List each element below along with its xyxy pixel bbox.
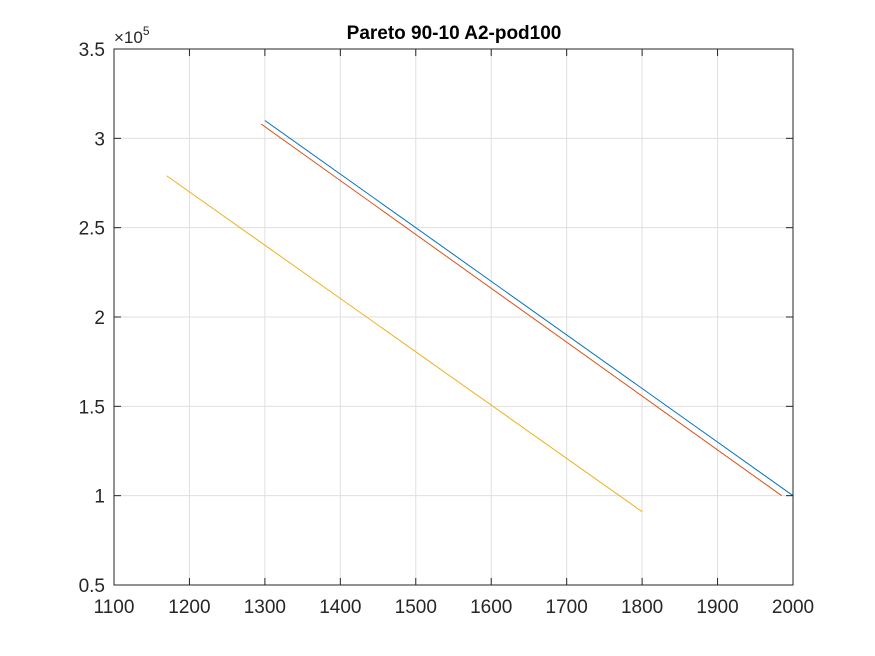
x-tick-label: 1900 (696, 597, 738, 618)
series-line-1 (264, 120, 794, 497)
y-tick-label: 3 (94, 129, 105, 150)
x-tick-label: 1300 (244, 597, 286, 618)
y-tick-label: 0.5 (79, 576, 105, 597)
y-tick-label: 2 (94, 308, 105, 329)
x-tick-labels: 1100 1200 1300 1400 1500 1600 1700 1800 1900 2000 (94, 597, 815, 618)
series-line-3 (166, 175, 643, 513)
x-tick-label: 1800 (621, 597, 663, 618)
x-tick-label: 1700 (546, 597, 588, 618)
y-exponent-base: ×10 (114, 28, 143, 47)
chart-title: Pareto 90-10 A2-pod100 (347, 23, 562, 44)
x-tick-label: 1100 (94, 597, 135, 618)
x-tick-label: 1600 (470, 597, 512, 618)
x-tick-label: 1200 (168, 597, 210, 618)
y-tick-label: 1.5 (79, 397, 105, 418)
y-exponent-label: ×105 (114, 24, 150, 47)
grid (114, 49, 793, 585)
series-line-2 (260, 123, 782, 497)
x-tick-label: 1400 (319, 597, 361, 618)
y-tick-label: 1 (94, 487, 105, 508)
x-tick-label: 2000 (772, 597, 814, 618)
y-tick-label: 2.5 (79, 219, 105, 240)
x-tick-label: 1500 (395, 597, 437, 618)
y-tick-label: 3.5 (79, 40, 105, 61)
series-lines (166, 120, 794, 513)
svg-text:×105: ×105 (114, 24, 150, 47)
axis-ticks (113, 48, 794, 586)
y-tick-labels: 0.5 1 1.5 2 2.5 3 3.5 (79, 40, 105, 597)
y-exponent-power: 5 (143, 24, 150, 38)
